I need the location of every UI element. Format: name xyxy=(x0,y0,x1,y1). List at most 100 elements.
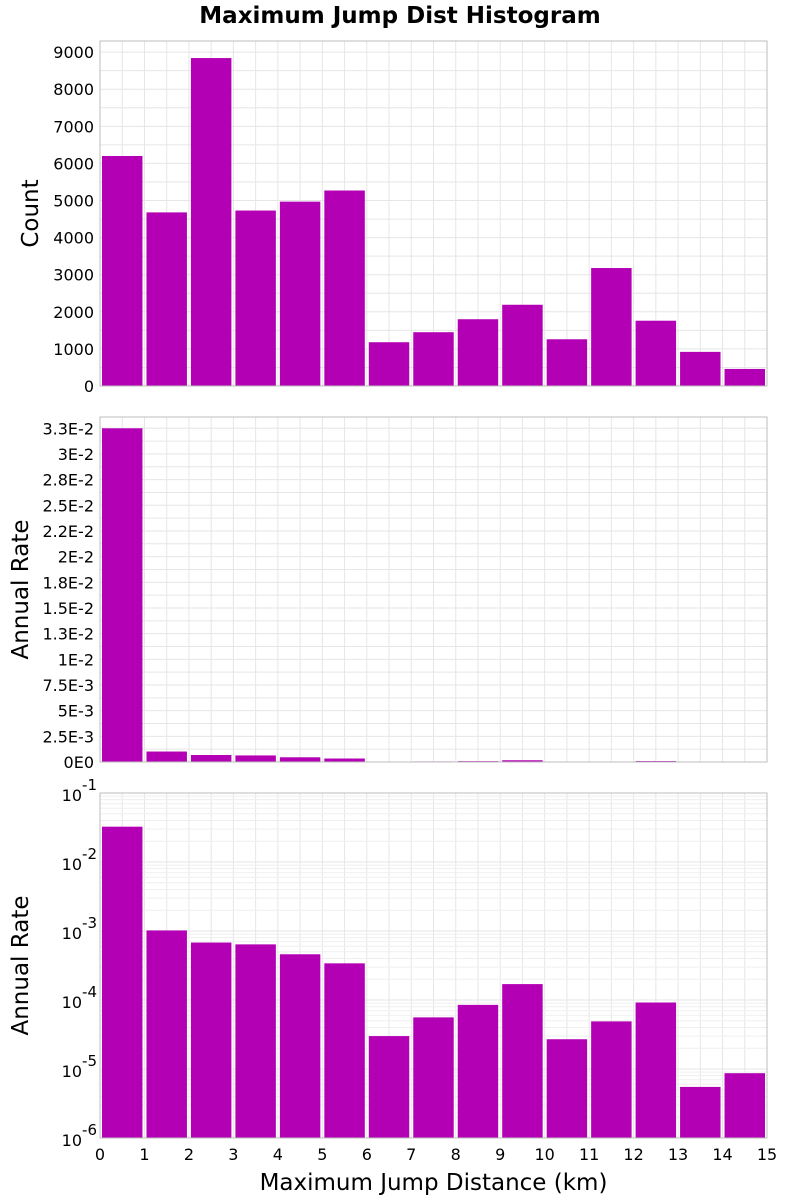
y-tick-exponent: -2 xyxy=(82,845,97,863)
panel-count: 0 1000 2000 3000 4000 5000 6000 7000 8000 9000 Cou… xyxy=(18,40,768,396)
y-tick-label: 7000 xyxy=(53,117,94,136)
x-tick-label: 6 xyxy=(362,1145,372,1164)
y-tick-base: 10 xyxy=(62,924,82,943)
histogram-bar xyxy=(680,1086,721,1138)
histogram-bar xyxy=(324,190,365,386)
x-axis-label: Maximum Jump Distance (km) xyxy=(260,1170,608,1196)
y-tick-base: 10 xyxy=(62,855,82,874)
y-tick-label: 2.5E-2 xyxy=(42,496,94,515)
y-tick-base: 10 xyxy=(62,993,82,1012)
histogram-bar xyxy=(502,760,543,762)
y-axis-label: Annual Rate xyxy=(8,520,34,660)
y-tick-label: 10-2 xyxy=(62,845,97,874)
y-tick-label: 1.8E-2 xyxy=(42,573,94,592)
y-tick-label: 10-5 xyxy=(62,1052,97,1081)
y-tick-label: 2.8E-2 xyxy=(42,471,94,490)
histogram-bar xyxy=(324,758,365,762)
y-tick-label: 2000 xyxy=(53,303,94,322)
y-tick-label: 10-1 xyxy=(62,776,97,805)
y-tick-exponent: -4 xyxy=(82,983,97,1001)
y-tick-exponent: -5 xyxy=(82,1052,97,1070)
y-tick-label: 3000 xyxy=(53,266,94,285)
histogram-bar xyxy=(102,428,143,762)
histogram-bar xyxy=(635,1002,677,1138)
x-tick-label: 3 xyxy=(228,1145,238,1164)
y-tick-label: 2.5E-3 xyxy=(42,727,94,746)
y-tick-label: 1.3E-2 xyxy=(42,625,94,644)
histogram-bar xyxy=(279,757,321,762)
y-tick-label: 10-6 xyxy=(62,1121,97,1150)
y-tick-label: 0 xyxy=(84,377,94,396)
x-tick-label: 7 xyxy=(406,1145,416,1164)
x-tick-label: 8 xyxy=(451,1145,461,1164)
histogram-bar xyxy=(190,942,232,1138)
histogram-bar xyxy=(368,1036,410,1138)
histogram-bar xyxy=(457,319,499,386)
y-tick-label: 9000 xyxy=(53,43,94,62)
plot-frame xyxy=(99,792,768,1139)
panel-annual-rate-linear: 0E0 2.5E-3 5E-3 7.5E-3 1E-2 1.3E-2 1.5E-2 1.8E-… xyxy=(8,416,768,772)
chart-title: Maximum Jump Dist Histogram xyxy=(199,3,600,29)
x-tick-label: 0 xyxy=(95,1145,105,1164)
x-tick-label: 5 xyxy=(317,1145,327,1164)
x-tick-label: 2 xyxy=(184,1145,194,1164)
x-tick-label: 14 xyxy=(712,1145,732,1164)
y-tick-label: 3E-2 xyxy=(58,445,94,464)
x-tick-label: 13 xyxy=(668,1145,688,1164)
histogram-bar xyxy=(546,1039,588,1138)
histogram-bar xyxy=(324,963,365,1138)
x-tick-label: 15 xyxy=(757,1145,777,1164)
histogram-bar xyxy=(413,332,454,386)
y-tick-label: 5E-3 xyxy=(58,702,94,721)
histogram-bar xyxy=(591,268,632,386)
y-tick-exponent: -6 xyxy=(82,1121,97,1139)
y-tick-label: 1E-2 xyxy=(58,650,94,669)
x-tick-label: 11 xyxy=(579,1145,599,1164)
x-tick-label: 4 xyxy=(273,1145,283,1164)
histogram-bar xyxy=(235,944,276,1138)
x-tick-label: 1 xyxy=(139,1145,149,1164)
histogram-bar xyxy=(102,156,143,386)
histogram-bar xyxy=(502,984,543,1138)
histogram-bar xyxy=(190,755,232,762)
histogram-bar xyxy=(235,755,276,762)
y-tick-label: 7.5E-3 xyxy=(42,676,94,695)
y-tick-exponent: -3 xyxy=(82,914,97,932)
histogram-bar xyxy=(546,339,588,386)
y-tick-label: 10-3 xyxy=(62,914,97,943)
histogram-bar xyxy=(635,320,677,386)
y-tick-exponent: -1 xyxy=(82,776,97,794)
y-tick-label: 2.2E-2 xyxy=(42,522,94,541)
histogram-bar xyxy=(724,368,765,386)
plot-frame xyxy=(99,40,768,387)
y-tick-label: 1000 xyxy=(53,340,94,359)
histogram-bar xyxy=(146,930,187,1138)
y-axis-label: Count xyxy=(18,179,44,247)
y-tick-label: 6000 xyxy=(53,154,94,173)
histogram-bar xyxy=(368,342,410,386)
histogram-bar xyxy=(235,210,276,386)
histogram-bar xyxy=(413,1017,454,1138)
y-tick-label: 4000 xyxy=(53,229,94,248)
y-tick-label: 8000 xyxy=(53,80,94,99)
histogram-bar xyxy=(102,826,143,1138)
y-axis-label: Annual Rate xyxy=(8,896,34,1036)
y-tick-label: 2E-2 xyxy=(58,548,94,567)
x-tick-label: 10 xyxy=(534,1145,554,1164)
histogram-bar xyxy=(146,212,187,386)
y-tick-base: 10 xyxy=(62,1062,82,1081)
histogram-bar xyxy=(591,1021,632,1138)
plot-frame xyxy=(99,416,768,763)
x-tick-label: 9 xyxy=(495,1145,505,1164)
y-tick-label: 5000 xyxy=(53,192,94,211)
y-tick-label: 3.3E-2 xyxy=(42,419,94,438)
histogram-bar xyxy=(680,351,721,386)
histogram-bar xyxy=(190,58,232,387)
histogram-bar xyxy=(457,1004,499,1138)
y-tick-base: 10 xyxy=(62,786,82,805)
y-tick-base: 10 xyxy=(62,1131,82,1150)
histogram-bar xyxy=(502,304,543,386)
